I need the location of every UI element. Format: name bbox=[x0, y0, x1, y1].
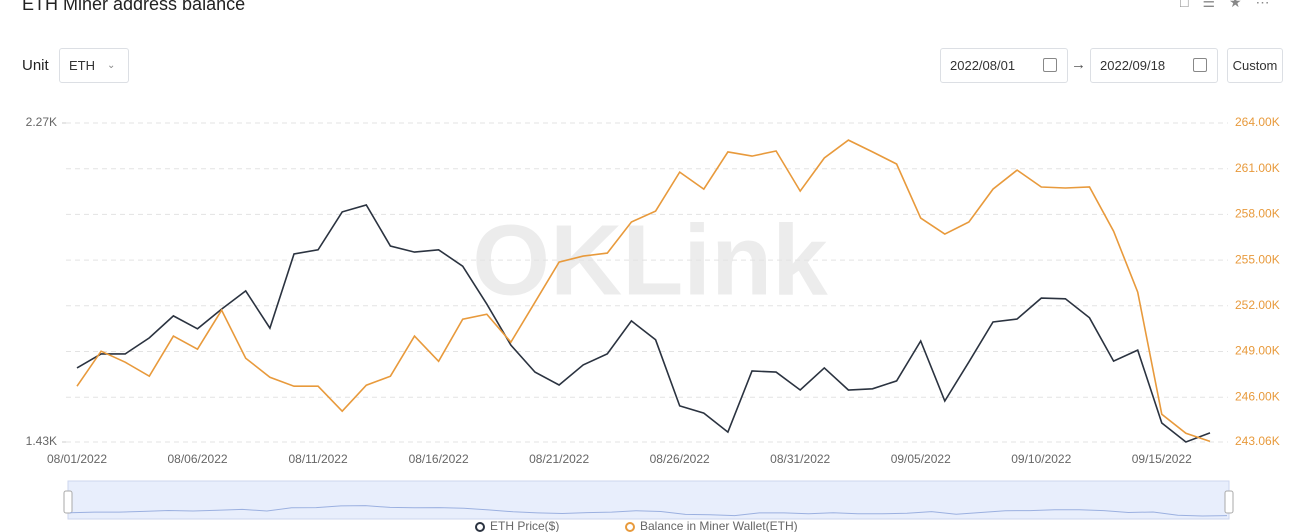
unit-select[interactable]: ETH ⌄ bbox=[59, 48, 129, 83]
x-tick-label: 08/26/2022 bbox=[650, 452, 710, 466]
calendar-icon bbox=[1043, 58, 1057, 72]
series-line bbox=[76, 139, 1211, 443]
legend-label: Balance in Miner Wallet(ETH) bbox=[640, 519, 798, 532]
overview-line bbox=[69, 505, 1228, 517]
y2-tick-label: 258.00K bbox=[1235, 207, 1280, 221]
start-date[interactable]: 2022/08/01 bbox=[940, 48, 1068, 83]
data-zoom[interactable] bbox=[67, 480, 1230, 520]
legend-marker bbox=[625, 522, 635, 532]
zoom-handle[interactable] bbox=[1224, 490, 1234, 514]
x-tick-label: 08/06/2022 bbox=[168, 452, 228, 466]
arrow: → bbox=[1071, 56, 1086, 73]
calendar-icon bbox=[1193, 58, 1207, 72]
series-line bbox=[76, 204, 1211, 443]
unit-value: ETH bbox=[69, 58, 95, 73]
y-tick-label: 2.27K bbox=[26, 115, 57, 129]
x-tick-label: 08/31/2022 bbox=[770, 452, 830, 466]
legend-marker bbox=[475, 522, 485, 532]
chevron: ⌄ bbox=[107, 60, 116, 71]
custom-button[interactable]: Custom bbox=[1227, 48, 1283, 83]
y2-tick-label: 255.00K bbox=[1235, 252, 1280, 266]
zoom-handle[interactable] bbox=[63, 490, 73, 514]
x-tick-label: 08/01/2022 bbox=[47, 452, 107, 466]
y2-tick-label: 243.06K bbox=[1235, 434, 1280, 448]
y2-tick-label: 246.00K bbox=[1235, 389, 1280, 403]
title: ETH Miner address balance bbox=[22, 0, 246, 14]
end-date[interactable]: 2022/09/18 bbox=[1090, 48, 1218, 83]
start-date-text: 2022/08/01 bbox=[950, 58, 1016, 73]
x-tick-label: 08/16/2022 bbox=[409, 452, 469, 466]
y2-tick-label: 252.00K bbox=[1235, 298, 1280, 312]
y2-tick-label: 261.00K bbox=[1235, 161, 1280, 175]
x-tick-label: 09/10/2022 bbox=[1011, 452, 1071, 466]
x-tick-label: 08/11/2022 bbox=[288, 452, 347, 466]
x-tick-label: 09/15/2022 bbox=[1132, 452, 1192, 466]
toolbar-icons[interactable]: □☰★⋯ bbox=[1180, 0, 1284, 10]
x-tick-label: 09/05/2022 bbox=[891, 452, 951, 466]
legend-label: ETH Price($) bbox=[490, 519, 559, 532]
y2-tick-label: 264.00K bbox=[1235, 115, 1280, 129]
y2-tick-label: 249.00K bbox=[1235, 344, 1280, 358]
x-tick-label: 08/21/2022 bbox=[529, 452, 589, 466]
unit-label: Unit bbox=[22, 57, 49, 74]
end-date-text: 2022/09/18 bbox=[1100, 58, 1166, 73]
y-tick-label: 1.43K bbox=[26, 434, 57, 448]
